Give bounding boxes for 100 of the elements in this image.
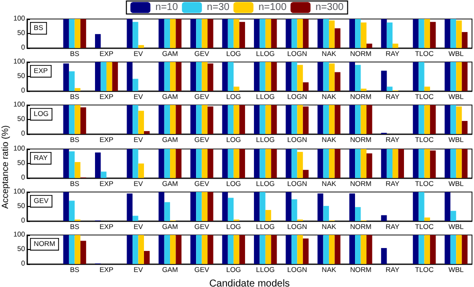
bar xyxy=(254,192,260,221)
bar xyxy=(462,235,468,264)
bar xyxy=(291,19,298,48)
bar xyxy=(286,62,292,92)
bar xyxy=(132,216,138,221)
bar xyxy=(158,235,164,264)
bar xyxy=(328,235,335,264)
bar xyxy=(323,62,329,92)
bar xyxy=(190,148,196,178)
bar xyxy=(222,19,228,48)
bar xyxy=(202,105,208,134)
bar xyxy=(302,82,309,92)
bar xyxy=(462,32,468,48)
bar xyxy=(418,105,424,134)
bar xyxy=(412,19,419,48)
bar xyxy=(190,62,196,92)
bar xyxy=(386,86,393,92)
bar xyxy=(68,150,75,178)
bar xyxy=(424,217,430,221)
bar xyxy=(158,19,164,48)
bar xyxy=(366,44,372,48)
bar xyxy=(202,192,208,221)
bar xyxy=(80,108,86,134)
bar xyxy=(80,19,86,48)
bar xyxy=(126,62,133,92)
bar xyxy=(170,148,176,178)
bar xyxy=(176,105,182,134)
bar xyxy=(271,105,277,134)
bar xyxy=(164,62,170,92)
bar xyxy=(418,148,424,178)
bar xyxy=(430,150,436,178)
bar xyxy=(430,105,436,134)
bar xyxy=(265,210,272,221)
bar xyxy=(456,106,462,134)
bar xyxy=(418,192,424,221)
bar xyxy=(318,19,324,48)
bar xyxy=(462,148,468,178)
bar xyxy=(450,62,456,92)
bar xyxy=(271,235,277,264)
bar xyxy=(386,148,393,178)
bar xyxy=(190,235,196,264)
bar xyxy=(196,105,202,134)
bar xyxy=(63,192,69,221)
bar xyxy=(450,235,456,264)
bar xyxy=(95,152,101,178)
bar xyxy=(265,148,272,178)
bar xyxy=(164,105,170,134)
bar xyxy=(412,105,419,134)
bar xyxy=(228,105,234,134)
bar xyxy=(144,131,150,134)
bar xyxy=(349,105,356,134)
bar xyxy=(144,250,150,264)
bar xyxy=(239,235,246,264)
bar xyxy=(100,171,106,178)
bar xyxy=(132,79,138,92)
bar xyxy=(260,105,266,134)
bar xyxy=(355,65,361,92)
legend-label: n=10 xyxy=(155,2,178,13)
bar xyxy=(328,20,335,48)
bar xyxy=(323,105,329,134)
bar xyxy=(360,88,366,92)
bar xyxy=(63,235,69,264)
bar xyxy=(164,148,170,178)
bar xyxy=(291,148,298,178)
bar xyxy=(418,235,424,264)
bar xyxy=(444,192,450,221)
bar xyxy=(68,200,75,221)
bar xyxy=(392,148,398,178)
bar xyxy=(291,199,298,221)
bar xyxy=(170,235,176,264)
bar xyxy=(349,148,356,178)
bar xyxy=(286,235,292,264)
bar xyxy=(208,148,214,178)
bar xyxy=(328,64,335,92)
bar xyxy=(323,148,329,178)
bar xyxy=(170,62,176,92)
bar xyxy=(297,235,303,264)
bar xyxy=(63,105,69,134)
bar xyxy=(286,148,292,178)
bar xyxy=(100,62,106,92)
bar xyxy=(271,19,277,48)
bar xyxy=(208,235,214,264)
bar xyxy=(234,86,240,92)
bar xyxy=(418,19,424,48)
bar xyxy=(190,192,196,221)
bar xyxy=(398,148,404,178)
bar xyxy=(366,152,372,178)
bar xyxy=(286,19,292,48)
bar xyxy=(286,192,292,221)
bar xyxy=(254,235,260,264)
bar xyxy=(430,235,436,264)
bar xyxy=(424,148,430,178)
bar xyxy=(349,193,356,221)
bar xyxy=(196,235,202,264)
bar xyxy=(297,65,303,92)
bar xyxy=(74,162,80,178)
bar xyxy=(112,62,118,92)
bar xyxy=(360,235,366,264)
bar xyxy=(176,62,182,92)
bar xyxy=(349,19,356,48)
